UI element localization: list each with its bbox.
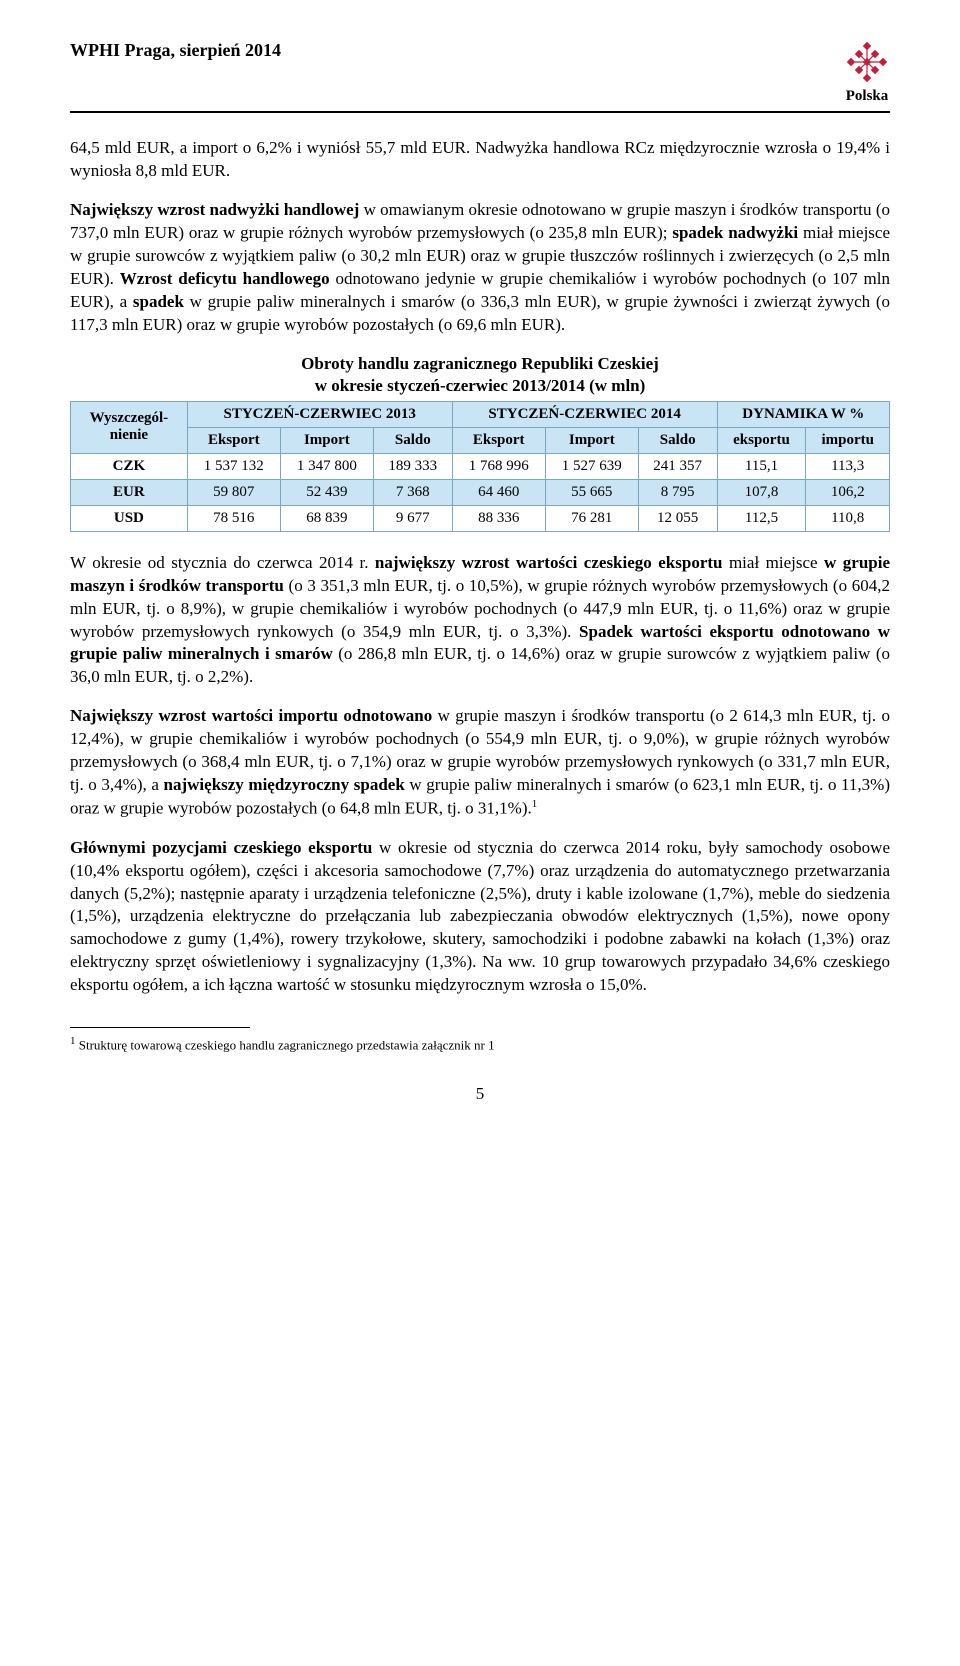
table-subheader: importu [806, 427, 890, 453]
table-row-label: CZK [71, 453, 188, 479]
table-cell: 1 347 800 [280, 453, 373, 479]
text-run: miał miejsce [722, 553, 824, 572]
paragraph-3: W okresie od stycznia do czerwca 2014 r.… [70, 552, 890, 690]
table-colgroup-2013: STYCZEŃ-CZERWIEC 2013 [187, 401, 452, 427]
table-row: EUR59 80752 4397 36864 46055 6658 795107… [71, 479, 890, 505]
table-row-label: USD [71, 505, 188, 531]
table-cell: 76 281 [545, 505, 638, 531]
table-cell: 189 333 [373, 453, 452, 479]
text-run: w okresie od stycznia do czerwca 2014 ro… [70, 838, 890, 995]
table-cell: 9 677 [373, 505, 452, 531]
bold-run: Wzrost deficytu handlowego [120, 269, 330, 288]
paragraph-5: Głównymi pozycjami czeskiego eksportu w … [70, 837, 890, 998]
table-cell: 12 055 [638, 505, 717, 531]
table-cell: 52 439 [280, 479, 373, 505]
text-run: 64,5 mld EUR, a import o 6,2% i wyniósł … [70, 138, 890, 180]
table-cell: 110,8 [806, 505, 890, 531]
table-subheader: Saldo [638, 427, 717, 453]
table-subheader: Eksport [452, 427, 545, 453]
page-number: 5 [70, 1084, 890, 1104]
table-cell: 107,8 [717, 479, 806, 505]
table-subheader: Import [280, 427, 373, 453]
bold-run: największy wzrost wartości czeskiego eks… [375, 553, 723, 572]
table-cell: 88 336 [452, 505, 545, 531]
table-cell: 115,1 [717, 453, 806, 479]
table-cell: 1 768 996 [452, 453, 545, 479]
bold-run: największy międzyroczny spadek [164, 775, 405, 794]
footnote-ref: 1 [532, 798, 538, 810]
trade-table: Wyszczegól- nienie STYCZEŃ-CZERWIEC 2013… [70, 401, 890, 532]
polska-logo: Polska [844, 40, 890, 105]
table-cell: 64 460 [452, 479, 545, 505]
page-header: WPHI Praga, sierpień 2014 [70, 40, 890, 113]
table-row: USD78 51668 8399 67788 33676 28112 05511… [71, 505, 890, 531]
table-row: CZK1 537 1321 347 800189 3331 768 9961 5… [71, 453, 890, 479]
bold-run: Największy wzrost nadwyżki handlowej [70, 200, 359, 219]
page: WPHI Praga, sierpień 2014 [0, 0, 960, 1144]
table-subheader: eksportu [717, 427, 806, 453]
table-header-row-1: Wyszczegól- nienie STYCZEŃ-CZERWIEC 2013… [71, 401, 890, 427]
table-cell: 1 527 639 [545, 453, 638, 479]
table-cell: 241 357 [638, 453, 717, 479]
bold-run: Głównymi pozycjami czeskiego eksportu [70, 838, 372, 857]
table-subheader: Saldo [373, 427, 452, 453]
table-subheader: Eksport [187, 427, 280, 453]
paragraph-2: Największy wzrost nadwyżki handlowej w o… [70, 199, 890, 337]
trade-table-section: Obroty handlu zagranicznego Republiki Cz… [70, 353, 890, 532]
table-colgroup-2014: STYCZEŃ-CZERWIEC 2014 [452, 401, 717, 427]
bold-run: Największy wzrost wartości importu odnot… [70, 706, 432, 725]
table-colgroup-dynamika: DYNAMIKA W % [717, 401, 889, 427]
table-cell: 8 795 [638, 479, 717, 505]
text-run: w grupie paliw mineralnych i smarów (o 3… [70, 292, 890, 334]
header-title: WPHI Praga, sierpień 2014 [70, 40, 281, 61]
table-title: Obroty handlu zagranicznego Republiki Cz… [70, 353, 890, 397]
bold-run: spadek nadwyżki [672, 223, 798, 242]
table-row-label: EUR [71, 479, 188, 505]
footnote-separator [70, 1027, 250, 1028]
table-header-row-2: Eksport Import Saldo Eksport Import Sald… [71, 427, 890, 453]
bold-run: spadek [133, 292, 184, 311]
table-cell: 68 839 [280, 505, 373, 531]
text-run: W okresie od stycznia do czerwca 2014 r. [70, 553, 375, 572]
table-cell: 106,2 [806, 479, 890, 505]
table-cell: 7 368 [373, 479, 452, 505]
polska-diamond-icon [844, 40, 890, 86]
table-title-line2: w okresie styczeń-czerwiec 2013/2014 (w … [315, 376, 646, 395]
table-title-line1: Obroty handlu zagranicznego Republiki Cz… [301, 354, 659, 373]
table-cell: 112,5 [717, 505, 806, 531]
table-rowhead-label: Wyszczegól- nienie [71, 401, 188, 453]
table-cell: 1 537 132 [187, 453, 280, 479]
table-cell: 59 807 [187, 479, 280, 505]
paragraph-1: 64,5 mld EUR, a import o 6,2% i wyniósł … [70, 137, 890, 183]
footnote: 1 Strukturę towarową czeskiego handlu za… [70, 1034, 890, 1054]
table-cell: 55 665 [545, 479, 638, 505]
table-cell: 78 516 [187, 505, 280, 531]
paragraph-4: Największy wzrost wartości importu odnot… [70, 705, 890, 820]
table-cell: 113,3 [806, 453, 890, 479]
table-subheader: Import [545, 427, 638, 453]
polska-logo-text: Polska [846, 88, 889, 105]
table-body: CZK1 537 1321 347 800189 3331 768 9961 5… [71, 453, 890, 531]
footnote-text: Strukturę towarową czeskiego handlu zagr… [76, 1038, 495, 1053]
